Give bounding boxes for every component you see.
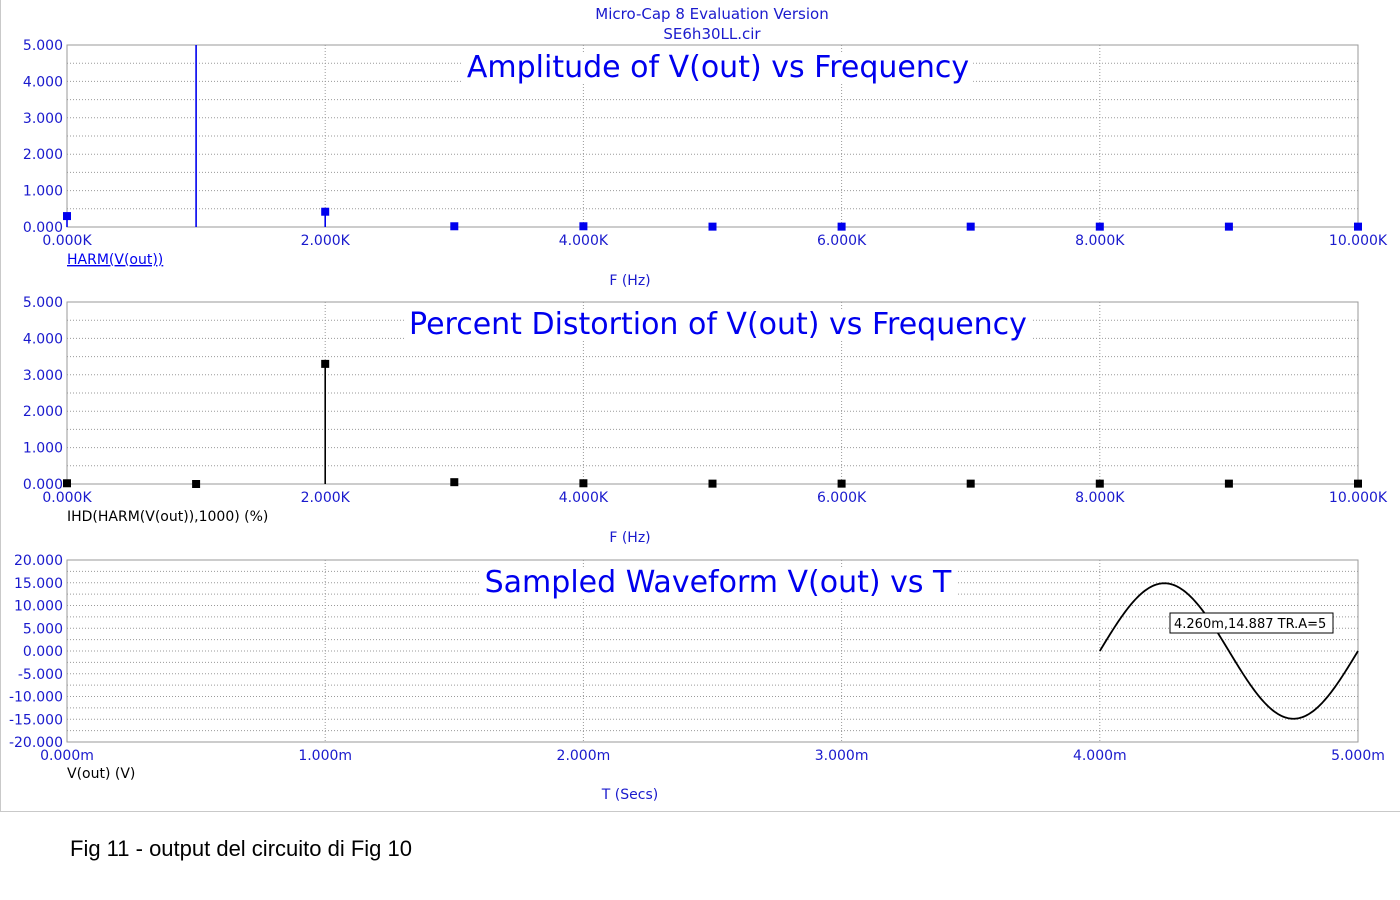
chart2-xtick-label: 10.000K (1329, 490, 1388, 506)
chart2-xtick-label: 2.000K (301, 490, 351, 506)
chart2-marker (321, 359, 330, 368)
chart1-xtick-label: 2.000K (301, 233, 351, 249)
chart3-annotation-box (1169, 612, 1334, 634)
chart2-xtick-label: 4.000K (559, 490, 609, 506)
window-header-filename: SE6h30LL.cir (663, 25, 761, 43)
chart1-ytick-label: 0.000 (23, 220, 63, 236)
chart3-xtick-label: 3.000m (815, 748, 869, 764)
chart2-ytick-label: 4.000 (23, 331, 63, 347)
chart2-xtick-label: 8.000K (1075, 490, 1125, 506)
chart2-marker (708, 479, 717, 488)
chart1-marker (837, 222, 846, 231)
chart1-marker (708, 222, 717, 231)
chart1-marker (966, 222, 975, 231)
chart1-title: Amplitude of V(out) vs Frequency (467, 50, 969, 85)
chart3-title-bg (480, 567, 957, 598)
chart1-marker (579, 222, 588, 231)
chart2-xtick-label: 6.000K (817, 490, 867, 506)
chart2-ytick-label: 0.000 (23, 477, 63, 493)
chart3-xtick-label: 5.000m (1331, 748, 1385, 764)
chart2-ytick-label: 3.000 (23, 368, 63, 384)
chart3-series-line (1099, 582, 1359, 720)
chart1-ytick-label: 3.000 (23, 111, 63, 127)
chart1-marker (63, 212, 71, 221)
chart2-xlabel: F (Hz) (609, 530, 650, 546)
chart3-ytick-label: 0.000 (23, 644, 63, 660)
chart3-ytick-label: -15.000 (9, 712, 63, 728)
chart2-ylabel: IHD(HARM(V(out)),1000) (%) (67, 509, 268, 525)
chart1-ytick-label: 5.000 (23, 38, 63, 54)
chart3-ytick-label: 20.000 (14, 553, 63, 569)
chart3-ytick-label: 15.000 (14, 576, 63, 592)
chart3-ytick-label: -20.000 (9, 735, 63, 751)
chart2-marker (63, 479, 71, 488)
window-left-edge (0, 0, 1, 811)
window-header-title: Micro-Cap 8 Evaluation Version (595, 5, 829, 23)
chart3-ytick-label: 10.000 (14, 599, 63, 615)
chart2-marker (1354, 479, 1362, 488)
chart2-marker (966, 479, 975, 488)
chart1-marker (1224, 222, 1233, 231)
chart3-xlabel: T (Secs) (601, 787, 658, 803)
chart1-xtick-label: 10.000K (1329, 233, 1388, 249)
chart2-ytick-label: 2.000 (23, 404, 63, 420)
chart1-title-bg (462, 52, 974, 83)
chart2-marker (1224, 479, 1233, 488)
chart3-xtick-label: 1.000m (298, 748, 352, 764)
chart3-ytick-label: -5.000 (18, 667, 63, 683)
chart3-xtick-label: 4.000m (1073, 748, 1127, 764)
chart1-ytick-label: 2.000 (23, 147, 63, 163)
chart3-xtick-label: 2.000m (557, 748, 611, 764)
chart2-title-bg (405, 309, 1031, 340)
chart1-xtick-label: 8.000K (1075, 233, 1125, 249)
chart3-ylabel: V(out) (V) (67, 766, 135, 782)
chart2-marker (579, 479, 588, 488)
chart1-xtick-label: 6.000K (817, 233, 867, 249)
chart1-marker (1354, 222, 1362, 231)
chart1-xlabel: F (Hz) (609, 273, 650, 289)
chart1-marker (450, 222, 459, 231)
chart3-title: Sampled Waveform V(out) vs T (485, 565, 952, 600)
figure-caption: Fig 11 - output del circuito di Fig 10 (70, 836, 412, 861)
chart1-ytick-label: 1.000 (23, 184, 63, 200)
chart1-ylabel: HARM(V(out)) (67, 252, 163, 268)
chart1-marker (321, 207, 330, 216)
chart2-ytick-label: 1.000 (23, 441, 63, 457)
window-bottom-divider (0, 811, 1400, 812)
chart1-ytick-label: 4.000 (23, 74, 63, 90)
chart3-ytick-label: -10.000 (9, 690, 63, 706)
chart3-xtick-label: 0.000m (40, 748, 94, 764)
chart1-marker (1095, 222, 1104, 231)
chart1-xtick-label: 0.000K (42, 233, 92, 249)
chart3-annotation-text: 4.260m,14.887 TR.A=5 (1174, 617, 1326, 632)
chart1-xtick-label: 4.000K (559, 233, 609, 249)
chart2-title: Percent Distortion of V(out) vs Frequenc… (409, 307, 1027, 342)
chart2-xtick-label: 0.000K (42, 490, 92, 506)
chart2-marker (837, 479, 846, 488)
chart2-marker (192, 480, 201, 488)
chart2-marker (1095, 479, 1104, 488)
chart3-ytick-label: 5.000 (23, 621, 63, 637)
chart2-marker (450, 478, 459, 487)
chart2-ytick-label: 5.000 (23, 295, 63, 311)
